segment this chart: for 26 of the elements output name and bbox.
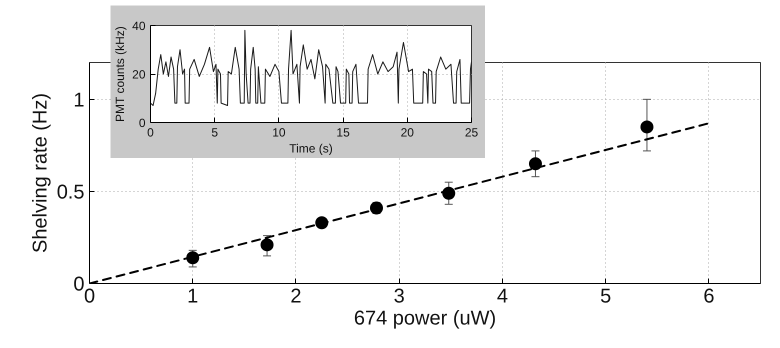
x-axis-title: Time (s): [289, 142, 333, 156]
x-tick-label: 25: [464, 126, 478, 140]
y-tick-label: 20: [132, 68, 146, 82]
y-tick-label: 40: [132, 19, 146, 33]
point: [260, 238, 274, 252]
y-axis-title: PMT counts (kHz): [113, 26, 128, 122]
x-tick-label: 10: [272, 126, 286, 140]
x-tick-label: 5: [211, 126, 218, 140]
x-axis-title: 674 power (uW): [354, 308, 496, 330]
x-tick-label: 2: [290, 286, 302, 308]
x-tick-label: 15: [336, 126, 350, 140]
x-tick-label: 20: [400, 126, 414, 140]
x-tick-label: 1: [187, 286, 198, 308]
y-tick-label: 0: [138, 116, 146, 130]
x-tick-label: 0: [147, 126, 154, 140]
point: [315, 216, 328, 230]
y-axis-title: Shelving rate (Hz): [30, 92, 52, 254]
x-tick-label: 6: [703, 286, 714, 308]
x-tick-label: 5: [600, 286, 612, 308]
line-series: [150, 30, 472, 106]
x-tick-label: 4: [496, 286, 508, 308]
y-tick-label: 1: [73, 89, 84, 112]
y-tick-label: 0.5: [56, 181, 85, 204]
point: [640, 120, 654, 134]
point: [528, 157, 542, 170]
x-tick-label: 3: [394, 286, 405, 308]
